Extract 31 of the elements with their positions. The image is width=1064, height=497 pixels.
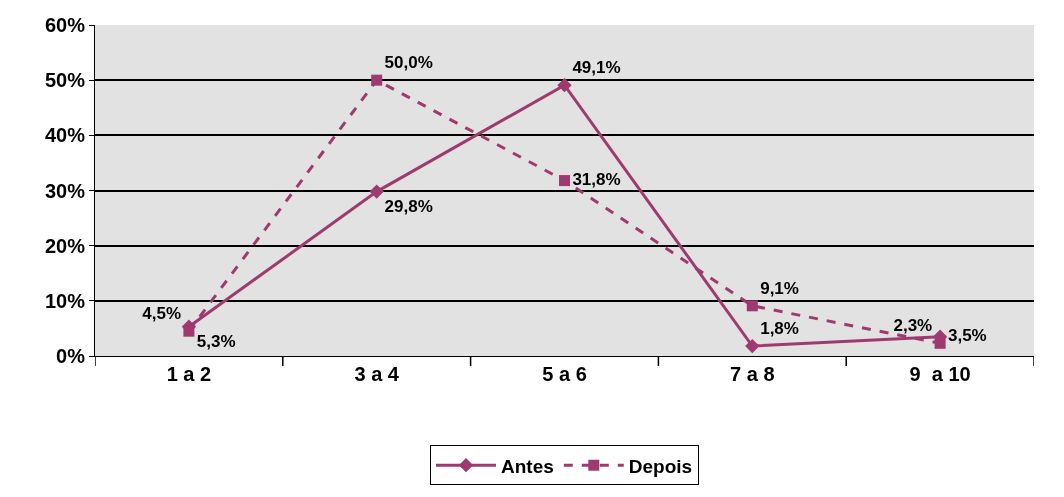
y-tick-label: 20% xyxy=(44,234,86,257)
point xyxy=(371,74,383,86)
data-label: 2,3% xyxy=(893,316,933,336)
y-tick-label: 30% xyxy=(44,179,86,202)
data-label: 50,0% xyxy=(384,53,433,73)
data-label: 3,5% xyxy=(947,325,987,345)
point xyxy=(746,300,758,312)
data-label: 29,8% xyxy=(384,197,433,217)
x-tick-label: 3 a 4 xyxy=(354,363,400,385)
x-tick-label: 5 a 6 xyxy=(542,363,587,385)
point xyxy=(745,338,760,354)
data-label: 5,3% xyxy=(196,332,236,352)
y-tick-label: 60% xyxy=(44,14,86,36)
x-tick-label: 9 a 10 xyxy=(909,363,971,385)
point xyxy=(559,175,570,187)
x-tick-label: 1 a 2 xyxy=(166,363,212,385)
y-tick-label: 50% xyxy=(44,69,86,92)
data-label: 49,1% xyxy=(572,58,621,78)
data-label: 9,1% xyxy=(760,278,799,298)
x-tick-label: 7 a 8 xyxy=(730,363,775,385)
point xyxy=(934,337,946,349)
point xyxy=(557,77,572,93)
data-label: 1,8% xyxy=(760,318,799,338)
data-label: 4,5% xyxy=(142,304,182,324)
point xyxy=(369,184,384,199)
y-tick-label: 0% xyxy=(56,345,86,367)
legend-label: Depois xyxy=(628,455,693,477)
legend-label: Antes xyxy=(501,455,554,477)
data-label: 31,8% xyxy=(572,169,621,189)
y-tick-label: 40% xyxy=(44,124,86,147)
y-tick-label: 10% xyxy=(44,289,86,312)
